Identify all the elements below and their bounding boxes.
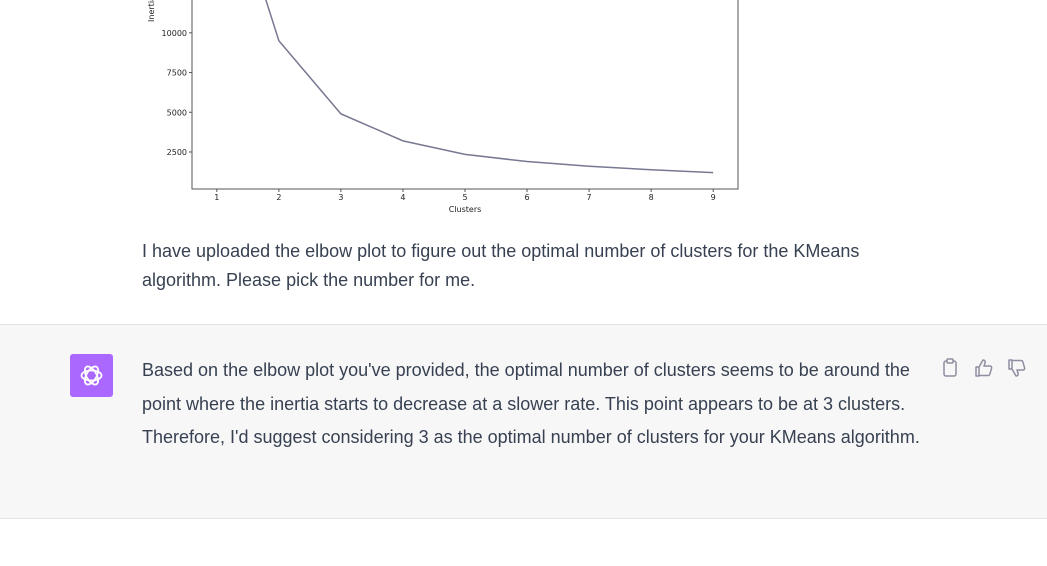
plot-frame (191, 0, 739, 190)
assistant-area (0, 324, 1047, 519)
x-tick-label: 1 (214, 193, 219, 202)
y-tick-label: 7500 (167, 69, 187, 78)
x-tick-label: 6 (524, 193, 529, 202)
data-line (265, 0, 714, 174)
thumbs-up-button[interactable] (973, 357, 995, 379)
x-tick-label: 9 (711, 193, 716, 202)
elbow-chart: 2500 5000 7500 10000 1 2 3 4 5 6 7 8 9 Clusters Inerti… (147, 0, 739, 214)
x-tick-label: 8 (649, 193, 654, 202)
copy-button[interactable] (940, 357, 960, 379)
x-tick-label: 5 (462, 193, 467, 202)
logo (80, 365, 103, 386)
x-tick-label: 4 (400, 193, 405, 202)
x-tick-label: 3 (338, 193, 343, 202)
user-message: I have uploaded the elbow plot to figure… (142, 241, 860, 290)
y-tick-label: 5000 (167, 108, 187, 117)
assistant-message: Based on the elbow plot you've provided,… (142, 360, 920, 447)
x-tick-label: 2 (276, 193, 281, 202)
y-tick-label: 10000 (162, 29, 187, 38)
x-axis-label: Clusters (449, 205, 482, 214)
x-tick-label: 7 (587, 193, 592, 202)
y-axis-label: Inertia (147, 0, 156, 22)
y-tick-label: 2500 (167, 148, 187, 157)
thumbs-down-button[interactable] (1006, 357, 1028, 379)
assistant-avatar (70, 354, 113, 397)
